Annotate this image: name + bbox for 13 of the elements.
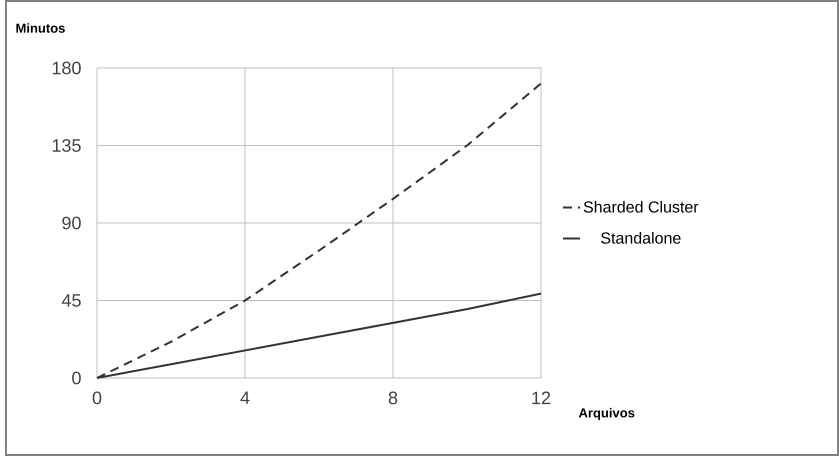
x-axis-title: Arquivos <box>578 408 634 420</box>
x-tick-label: 12 <box>532 392 550 404</box>
y-tick-label: 0 <box>72 372 81 384</box>
y-tick-label: 180 <box>52 62 81 74</box>
legend-label: Standalone <box>601 232 681 244</box>
x-tick-label: 0 <box>92 392 102 404</box>
y-tick-label: 135 <box>52 139 81 152</box>
legend-label: Sharded Cluster <box>584 200 698 213</box>
y-tick-label: 90 <box>62 216 81 230</box>
x-tick-label: 4 <box>240 392 250 404</box>
y-axis-title: Minutos <box>16 23 65 33</box>
x-tick-label: 8 <box>388 392 398 404</box>
y-tick-label: 45 <box>62 294 81 307</box>
